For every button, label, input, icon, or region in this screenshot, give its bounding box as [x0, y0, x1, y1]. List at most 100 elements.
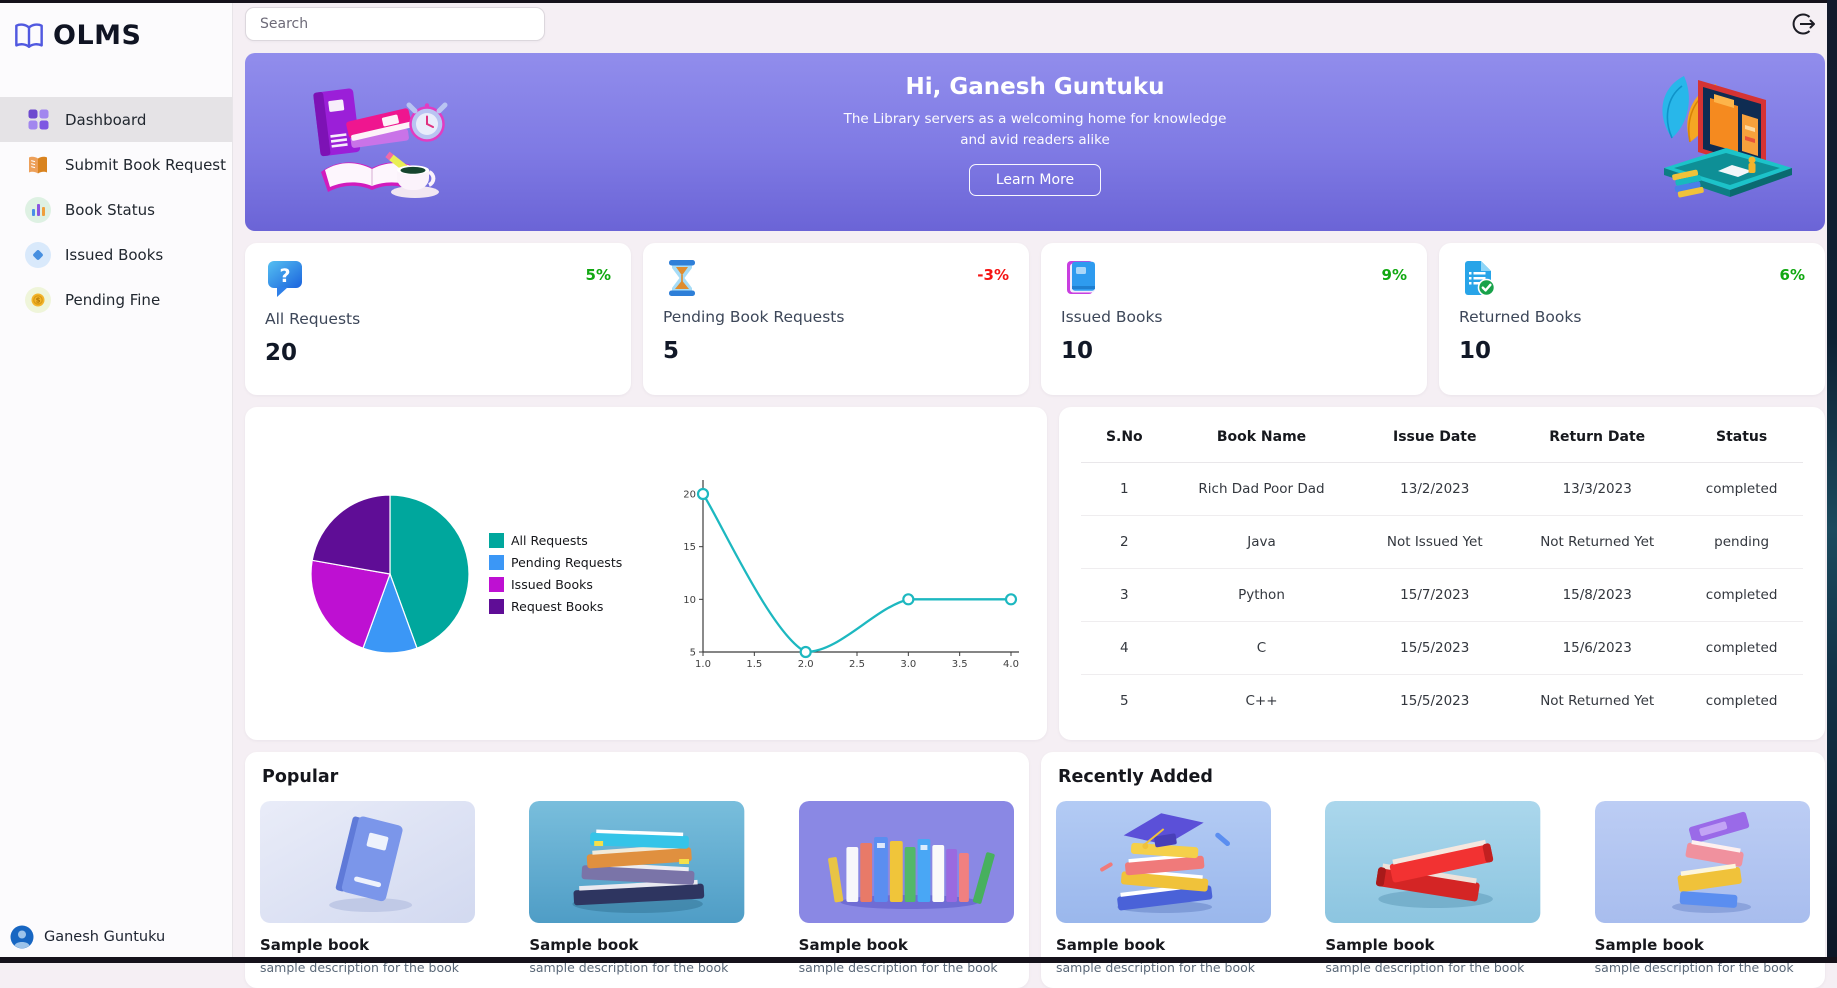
sidebar-item-issued-books[interactable]: Issued Books [0, 232, 232, 277]
legend-swatch [489, 555, 504, 570]
pie-legend: All Requests Pending Requests Issued Boo… [489, 533, 631, 614]
stat-change: 6% [1779, 266, 1805, 284]
logout-button[interactable] [1787, 7, 1821, 41]
svg-text:3.0: 3.0 [900, 659, 916, 670]
stat-card-returned-books: 6% Returned Books 10 [1439, 243, 1825, 395]
book-card[interactable]: Sample book sample description for the b… [1325, 801, 1541, 975]
book-cover-image [260, 801, 476, 923]
stat-label: All Requests [265, 310, 361, 328]
dashboard-grid-icon [25, 107, 51, 133]
table-row: 1 Rich Dad Poor Dad 13/2/2023 13/3/2023 … [1081, 462, 1803, 516]
sidebar-item-label: Pending Fine [65, 290, 161, 309]
book-title: Sample book [798, 936, 908, 954]
welcome-banner: Hi, Ganesh Guntuku The Library servers a… [245, 53, 1825, 231]
svg-text:?: ? [279, 265, 290, 287]
table-row: 4 C 15/5/2023 15/6/2023 completed [1081, 621, 1803, 675]
sidebar-item-submit-book-request[interactable]: Submit Book Request [0, 142, 232, 187]
book-card[interactable]: Sample book sample description for the b… [1594, 801, 1810, 975]
book-title: Sample book [1325, 936, 1435, 954]
recently-added-heading: Recently Added [1058, 767, 1213, 787]
stat-value: 10 [1061, 338, 1094, 364]
book-card[interactable]: Sample book sample description for the b… [529, 801, 745, 975]
books-row: Popular [245, 752, 1825, 988]
stat-value: 20 [265, 340, 298, 366]
diamond-book-icon [25, 241, 51, 268]
issued-books-table: S.No Book Name Issue Date Return Date St… [1081, 413, 1803, 727]
column-header-status: Status [1680, 413, 1803, 463]
book-title: Sample book [1056, 936, 1166, 954]
line-chart: 5 10 15 20 1.0 1.5 2.0 2.5 3.0 3.5 4.0 [683, 479, 1019, 670]
stat-change: 9% [1381, 266, 1407, 284]
legend-swatch [489, 599, 504, 614]
status-cell: completed [1705, 692, 1778, 709]
topbar [233, 0, 1837, 47]
status-cell: pending [1680, 515, 1803, 569]
svg-text:4.0: 4.0 [1003, 659, 1019, 670]
user-profile[interactable]: Ganesh Guntuku [0, 915, 232, 963]
table-row: 2 Java Not Issued Yet Not Returned Yet p… [1081, 515, 1803, 569]
sidebar-item-label: Submit Book Request [65, 155, 227, 174]
sidebar-item-book-status[interactable]: Book Status [0, 187, 232, 232]
document-check-icon [1459, 258, 1497, 298]
column-header-issue-date: Issue Date [1355, 413, 1515, 463]
status-cell: completed [1680, 568, 1803, 622]
book-cover-image [798, 801, 1014, 923]
logout-icon [1789, 9, 1819, 39]
stat-value: 5 [663, 338, 680, 364]
recently-added-card: Recently Added [1041, 752, 1825, 988]
sidebar-item-dashboard[interactable]: Dashboard [0, 97, 232, 142]
sidebar-nav: Dashboard Submit Book Request [0, 97, 232, 322]
book-title: Sample book [260, 936, 370, 954]
book-cover-image [1594, 801, 1810, 923]
issued-books-table-card: S.No Book Name Issue Date Return Date St… [1059, 407, 1825, 740]
stat-change: -3% [977, 266, 1009, 284]
blue-book-icon [1061, 258, 1099, 298]
charts-card: All Requests Pending Requests Issued Boo… [245, 407, 1047, 740]
stat-label: Issued Books [1061, 308, 1163, 326]
popular-card: Popular [245, 752, 1029, 988]
sidebar: OLMS Dashboard [0, 0, 233, 963]
welcome-message: Hi, Ganesh Guntuku The Library servers a… [725, 53, 1345, 196]
stat-card-all-requests: ? 5% All Requests 20 [245, 243, 631, 395]
screen-edge-right [1827, 0, 1837, 963]
sidebar-item-pending-fine[interactable]: $ Pending Fine [0, 277, 232, 322]
column-header-book-name: Book Name [1167, 413, 1356, 463]
welcome-title: Hi, Ganesh Guntuku [905, 74, 1165, 100]
popular-heading: Popular [262, 767, 339, 787]
bar-chart-icon [25, 196, 51, 223]
line-chart-wrap: 5 10 15 20 1.0 1.5 2.0 2.5 3.0 3.5 4.0 [677, 466, 1027, 682]
book-title: Sample book [529, 936, 639, 954]
screen-edge-bottom [0, 957, 1837, 963]
legend-item: Request Books [489, 599, 631, 614]
status-cell: completed [1680, 462, 1803, 516]
svg-text:2.0: 2.0 [798, 659, 814, 670]
laptop-books-illustration [1634, 68, 1799, 216]
book-card[interactable]: Sample book sample description for the b… [1056, 801, 1272, 975]
svg-text:15: 15 [683, 542, 696, 553]
book-card[interactable]: Sample book sample description for the b… [260, 801, 476, 975]
app-name: OLMS [53, 20, 142, 51]
stat-change: 5% [585, 266, 611, 284]
screen-edge-top [0, 0, 1837, 3]
svg-text:1.0: 1.0 [695, 659, 711, 670]
stats-row: ? 5% All Requests 20 [245, 243, 1825, 395]
avatar-icon [10, 925, 34, 949]
status-cell: completed [1680, 621, 1803, 675]
books-clock-coffee-illustration [287, 78, 462, 206]
sidebar-item-label: Dashboard [65, 110, 147, 129]
book-card[interactable]: Sample book sample description for the b… [798, 801, 1014, 975]
book-cover-image [1056, 801, 1272, 923]
legend-item: All Requests [489, 533, 631, 548]
dashboard-content: Hi, Ganesh Guntuku The Library servers a… [233, 47, 1837, 988]
legend-swatch [489, 533, 504, 548]
column-header-sno: S.No [1081, 413, 1168, 463]
open-book-logo-icon [14, 22, 44, 50]
svg-text:10: 10 [683, 594, 696, 605]
stat-label: Pending Book Requests [663, 308, 845, 326]
search-input[interactable] [245, 6, 545, 41]
column-header-return-date: Return Date [1514, 413, 1681, 463]
legend-item: Issued Books [489, 577, 631, 592]
svg-text:3.5: 3.5 [952, 659, 968, 670]
learn-more-button[interactable]: Learn More [968, 163, 1102, 196]
